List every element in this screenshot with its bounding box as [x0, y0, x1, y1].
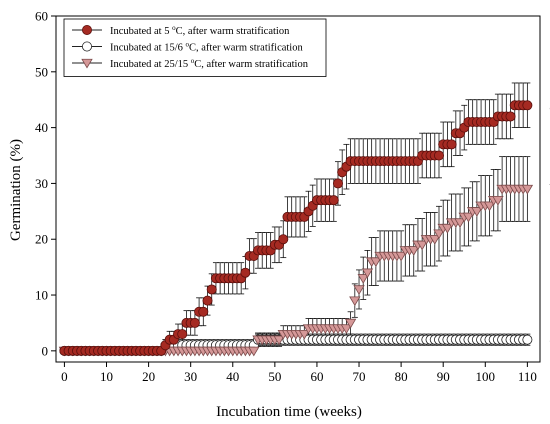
- x-tick-label-10: 10: [100, 369, 113, 384]
- point-s1-110: [522, 334, 533, 345]
- point-s2-89: [433, 229, 445, 240]
- point-s0-52: [278, 234, 289, 245]
- legend-marker-0: [82, 24, 93, 35]
- legend-label-2: Incubated at 25/15 oC, after warm strati…: [110, 57, 309, 70]
- point-s0-34: [202, 295, 213, 306]
- legend-box: [63, 18, 327, 77]
- point-s0-33: [198, 306, 209, 317]
- point-s0-43: [240, 267, 251, 278]
- point-s2-68: [344, 318, 357, 329]
- point-s0-31: [189, 317, 200, 328]
- x-tick-label-100: 100: [476, 369, 496, 384]
- y-tick-label-30: 30: [35, 176, 48, 191]
- point-s2-74: [370, 257, 382, 268]
- legend-entry-1: Incubated at 15/6 oC, after warm stratif…: [72, 41, 303, 54]
- point-s2-103: [492, 196, 504, 206]
- point-s2-94: [454, 218, 466, 229]
- point-s2-101: [483, 201, 496, 212]
- x-tick-label-20: 20: [142, 369, 155, 384]
- data-markers: [58, 100, 534, 357]
- x-tick-label-0: 0: [61, 369, 68, 384]
- point-s0-106: [505, 111, 516, 122]
- legend-marker-1: [82, 41, 93, 52]
- point-s2-71: [357, 274, 369, 284]
- point-s2-91: [441, 223, 454, 234]
- point-s0-65: [332, 178, 343, 189]
- point-s2-85: [416, 240, 428, 251]
- point-s0-35: [206, 284, 217, 295]
- point-s2-51: [273, 335, 285, 346]
- x-tick-label-40: 40: [226, 369, 239, 384]
- point-s2-83: [408, 246, 420, 256]
- plot-frame: [55, 15, 541, 363]
- point-s2-69: [349, 296, 361, 307]
- point-s2-96: [462, 212, 475, 223]
- point-s2-57: [298, 329, 311, 340]
- point-s2-98: [471, 207, 483, 217]
- point-s2-110: [521, 184, 534, 195]
- legend-marker-2: [81, 58, 93, 69]
- x-tick-label-80: 80: [395, 369, 408, 384]
- y-tick-label-0: 0: [42, 343, 49, 358]
- legend-label-0: Incubated at 5 oC, after warm stratifica…: [110, 24, 290, 37]
- y-axis-title: Germination (%): [8, 139, 24, 241]
- point-s2-80: [395, 251, 407, 262]
- legend: Incubated at 5 oC, after warm stratifica…: [63, 18, 327, 77]
- x-tick-label-90: 90: [437, 369, 450, 384]
- y-axis: 0 10 20 30 40 50 60: [35, 9, 56, 358]
- legend-entry-0: Incubated at 5 oC, after warm stratifica…: [72, 24, 290, 37]
- point-s0-92: [446, 139, 457, 150]
- point-s0-110: [522, 100, 533, 111]
- point-s0-64: [328, 195, 339, 206]
- y-tick-label-50: 50: [35, 64, 48, 79]
- point-s2-70: [353, 285, 365, 295]
- point-s2-67: [340, 324, 353, 335]
- point-s0-89: [433, 150, 444, 161]
- x-tick-label-30: 30: [184, 369, 197, 384]
- point-s2-72: [361, 268, 374, 279]
- point-s2-45: [248, 346, 260, 357]
- point-s2-88: [429, 235, 441, 245]
- legend-entry-2: Incubated at 25/15 oC, after warm strati…: [72, 57, 309, 70]
- y-tick-label-10: 10: [35, 288, 48, 303]
- y-tick-label-20: 20: [35, 232, 48, 247]
- x-axis: 0 10 20 30 40 50 60 70 80 90 100 110: [61, 362, 537, 384]
- y-tick-label-40: 40: [35, 120, 48, 135]
- legend-label-1: Incubated at 15/6 oC, after warm stratif…: [110, 41, 303, 54]
- x-tick-label-110: 110: [518, 369, 537, 384]
- x-tick-label-70: 70: [353, 369, 366, 384]
- y-tick-label-60: 60: [35, 9, 48, 24]
- point-s0-28: [177, 329, 188, 340]
- x-tick-label-50: 50: [268, 369, 281, 384]
- x-tick-label-60: 60: [310, 369, 323, 384]
- x-axis-title: Incubation time (weeks): [216, 404, 362, 420]
